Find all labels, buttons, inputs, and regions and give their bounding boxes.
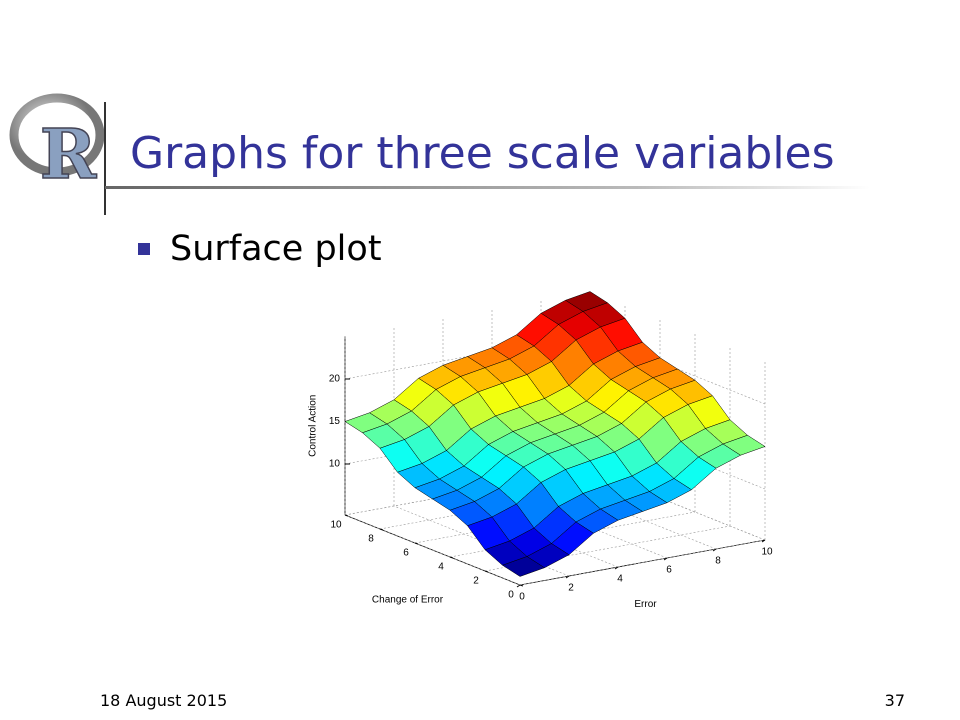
z-tick-label: 15 bbox=[329, 416, 341, 427]
slide-title: Graphs for three scale variables bbox=[130, 128, 835, 179]
y-tick bbox=[379, 528, 384, 531]
y-axis-label: Change of Error bbox=[372, 595, 444, 606]
grid-line bbox=[393, 505, 570, 577]
grid-line bbox=[344, 514, 521, 586]
page-number: 37 bbox=[885, 691, 905, 710]
x-tick-label: 2 bbox=[568, 583, 574, 594]
y-tick bbox=[519, 584, 524, 587]
horizontal-rule bbox=[105, 186, 870, 189]
bullet-text: Surface plot bbox=[170, 229, 382, 269]
x-tick bbox=[712, 548, 717, 552]
x-tick-label: 6 bbox=[666, 565, 672, 576]
grid-line bbox=[519, 539, 766, 586]
x-tick-label: 4 bbox=[617, 574, 623, 585]
x-tick-label: 8 bbox=[715, 556, 721, 567]
x-axis-label: Error bbox=[634, 599, 657, 610]
y-tick-label: 4 bbox=[438, 562, 444, 573]
z-tick-label: 20 bbox=[329, 374, 341, 385]
bullet-marker bbox=[138, 243, 150, 255]
logo-ring bbox=[9, 93, 105, 177]
y-tick-label: 2 bbox=[473, 576, 479, 587]
x-tick bbox=[663, 557, 668, 561]
footer-date: 18 August 2015 bbox=[100, 691, 227, 710]
y-tick bbox=[484, 570, 489, 573]
y-tick-label: 10 bbox=[330, 520, 342, 531]
surface-cell bbox=[501, 556, 546, 577]
x-tick bbox=[614, 566, 619, 570]
x-tick-label: 0 bbox=[519, 592, 525, 603]
y-tick bbox=[344, 514, 349, 517]
x-tick bbox=[516, 584, 521, 588]
y-tick-label: 8 bbox=[368, 534, 374, 545]
z-tick-label: 10 bbox=[329, 459, 341, 470]
y-tick-label: 0 bbox=[508, 590, 514, 601]
logo: R bbox=[9, 93, 105, 196]
logo-letter: R bbox=[40, 115, 97, 195]
surface-plot: 10 15 20 0 2 4 6 8 10 0 2 4 6 8 10 Error Change of Error… bbox=[308, 291, 773, 610]
z-axis-label: Control Action bbox=[308, 395, 319, 457]
y-tick-label: 6 bbox=[403, 548, 409, 559]
x-tick bbox=[565, 575, 570, 579]
x-tick bbox=[761, 539, 766, 543]
y-tick bbox=[449, 556, 454, 559]
y-tick bbox=[414, 542, 419, 545]
x-tick-label: 10 bbox=[761, 547, 773, 558]
